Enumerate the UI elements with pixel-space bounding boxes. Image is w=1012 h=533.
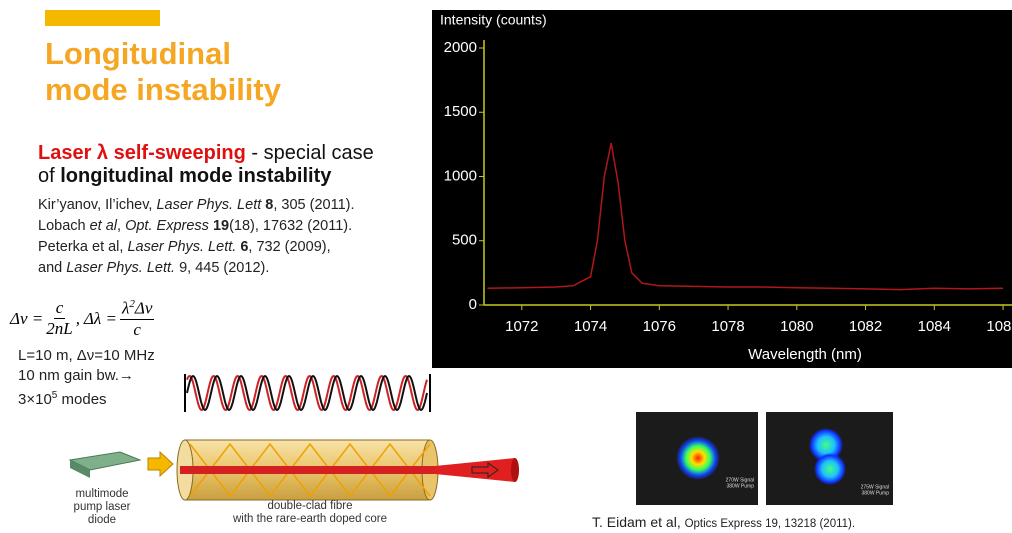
intro-text: of <box>38 165 61 187</box>
y-tick-label: 1500 <box>444 103 477 120</box>
citation-source: Optics Express 19, 13218 (2011). <box>684 518 856 530</box>
ref-text: Peterka et al, <box>38 239 128 255</box>
intro-highlight: Laser λ self-sweeping <box>38 142 246 164</box>
x-tick-label: 1082 <box>849 318 882 335</box>
intro-bold: longitudinal mode instability <box>60 165 332 187</box>
ref-journal: Laser Phys. Lett. <box>127 239 237 255</box>
title-line: mode instability <box>45 72 281 107</box>
chart-background <box>432 10 1012 368</box>
param-line: 10 nm gain bw.→ <box>18 367 134 384</box>
y-tick-label: 0 <box>469 296 477 313</box>
image-annotation: 380W Pump <box>861 490 889 496</box>
slide-title: Longitudinal mode instability <box>45 36 281 108</box>
label-line: double-clad fibre <box>267 500 353 512</box>
intro: Laser λ self-sweeping - special case of … <box>38 142 438 188</box>
ref-text: Lobach <box>38 218 90 234</box>
x-axis-label: Wavelength (nm) <box>748 346 862 363</box>
reference: Kir’yanov, Il’ichev, Laser Phys. Lett 8,… <box>38 195 355 216</box>
ref-text: (18), 17632 (2011). <box>229 218 353 234</box>
label-line: with the rare-earth doped core <box>232 513 388 525</box>
pump-diode <box>68 451 142 471</box>
fibre-core <box>180 466 435 474</box>
numerator-part: Δν <box>134 298 153 318</box>
numerator: c <box>53 298 66 320</box>
y-tick-label: 2000 <box>444 39 477 56</box>
ref-journal: Laser Phys. Lett. <box>66 260 176 276</box>
x-tick-label: 1076 <box>643 318 676 335</box>
output-arrow <box>471 462 499 478</box>
ref-journal: Opt. Express <box>125 218 209 234</box>
param-line: 3×105 modes <box>18 386 155 410</box>
y-tick-label: 1000 <box>444 167 477 184</box>
beam-spot <box>809 428 843 462</box>
denominator: 2nL <box>46 319 73 339</box>
y-tick-label: 500 <box>452 232 477 249</box>
wave-black <box>186 374 428 412</box>
ref-volume: 19 <box>212 218 230 234</box>
output-beam-end <box>511 458 519 482</box>
parameters: L=10 m, Δν=10 MHz 10 nm gain bw.→ 3×105 … <box>18 346 155 410</box>
ref-journal: Laser Phys. Lett <box>156 197 262 213</box>
numerator-part: λ <box>121 298 130 318</box>
ref-text: Kir’yanov, Il’ichev, <box>38 197 157 213</box>
image-annotation: 270W Signal <box>726 477 754 483</box>
pump-ray <box>189 442 431 498</box>
beam-spot <box>814 453 846 485</box>
label-line: pump laser <box>73 501 131 513</box>
exponent: 5 <box>51 390 58 401</box>
x-tick-label: 1080 <box>780 318 813 335</box>
reference: Peterka et al, Laser Phys. Lett. 6, 732 … <box>38 237 355 258</box>
references: Kir’yanov, Il’ichev, Laser Phys. Lett 8,… <box>38 195 355 279</box>
ref-italic: et al <box>89 218 118 234</box>
formula-part: Δν = <box>10 308 44 328</box>
pump-arrow <box>147 450 174 478</box>
exponent: 2 <box>129 298 135 310</box>
pump-ray <box>189 442 431 498</box>
ref-text: , <box>117 218 126 234</box>
numerator: λ2Δν <box>119 298 155 320</box>
pump-diode-side <box>70 460 90 478</box>
reference: and Laser Phys. Lett. 9, 445 (2012). <box>38 258 355 279</box>
beam-spot <box>676 436 720 480</box>
formula-part: , Δλ = <box>75 308 117 328</box>
spectrum-line <box>487 142 1004 291</box>
ref-text: , 732 (2009), <box>248 239 331 255</box>
fraction: λ2Δν c <box>119 298 155 340</box>
citation: T. Eidam et al, Optics Express 19, 13218… <box>592 514 855 530</box>
accent-bar <box>45 10 160 26</box>
citation-author: T. Eidam et al, <box>592 514 685 530</box>
fraction: c 2nL <box>46 298 72 339</box>
title-line: Longitudinal <box>45 36 231 71</box>
x-tick-label: 1072 <box>505 318 538 335</box>
ref-text: 9, 445 (2012). <box>175 260 270 276</box>
intro-text: - special case <box>245 142 374 164</box>
ref-volume: 8 <box>265 197 274 213</box>
ref-text: and <box>38 260 67 276</box>
output-beam <box>435 458 515 482</box>
ref-text: , 305 (2011). <box>273 197 355 213</box>
param-part: modes <box>57 391 107 408</box>
denominator: c <box>133 319 141 339</box>
ref-volume: 6 <box>240 239 249 255</box>
reference: Lobach et al, Opt. Express 19(18), 17632… <box>38 216 355 237</box>
param-line: L=10 m, Δν=10 MHz <box>18 347 155 364</box>
pump-label: multimode pump laser diode <box>62 488 142 527</box>
label-line: multimode <box>75 488 129 500</box>
x-tick-label: 1086 <box>986 318 1012 335</box>
x-tick-label: 1078 <box>711 318 744 335</box>
y-axis-label: Intensity (counts) <box>440 12 547 28</box>
image-annotation: 275W Signal <box>861 484 889 490</box>
formula: Δν = c 2nL , Δλ = λ2Δν c <box>10 298 155 340</box>
fibre-label: double-clad fibre with the rare-earth do… <box>200 500 420 526</box>
beam-images: 270W Signal 380W Pump 275W Signal 380W P… <box>636 412 893 505</box>
label-line: diode <box>87 514 117 526</box>
x-tick-label: 1084 <box>918 318 951 335</box>
image-annotation: 380W Pump <box>726 483 754 489</box>
spectrum-chart: Intensity (counts) Wavelength (nm) 0 500 1… <box>432 10 1012 368</box>
param-part: 3×10 <box>18 391 52 408</box>
mode-waves <box>184 374 431 412</box>
fibre-diagram <box>68 439 519 501</box>
x-tick-label: 1074 <box>574 318 607 335</box>
